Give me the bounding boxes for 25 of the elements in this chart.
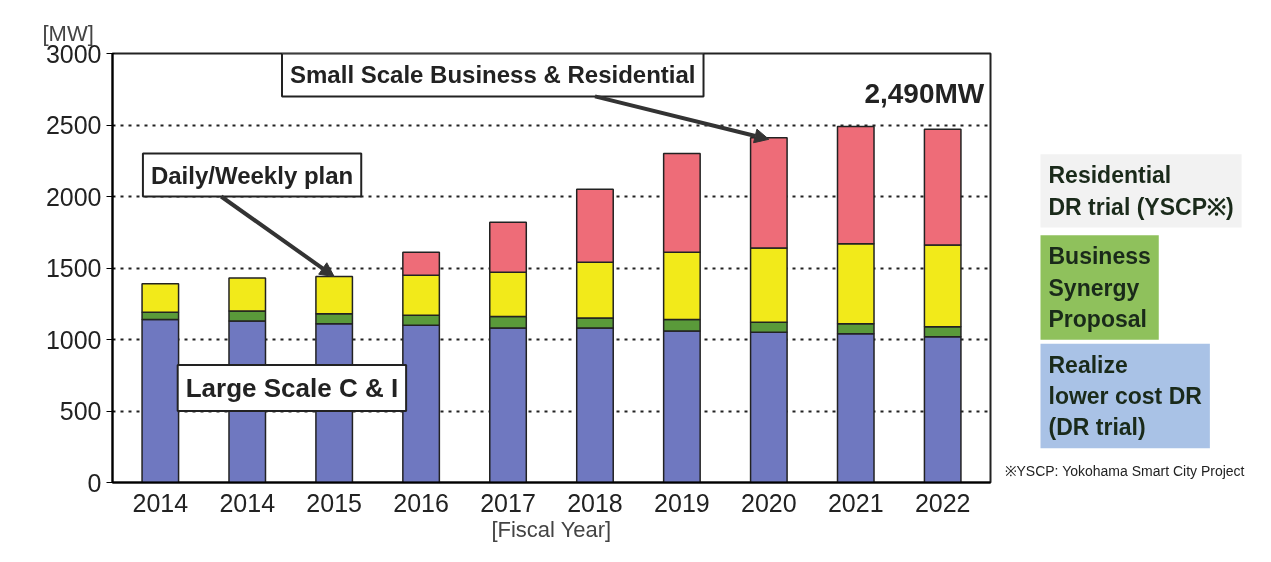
x-tick-label: 2016	[393, 488, 449, 517]
text: Realize lower cost DR (DR trial)	[1048, 351, 1203, 441]
y-tick-label: 2000	[45, 182, 102, 211]
x-tick-label: 2014	[219, 488, 276, 517]
x-tick-label: 2014	[132, 488, 189, 517]
y-tick-label: 2500	[45, 111, 102, 139]
x-tick-label: 2017	[480, 488, 536, 517]
annotation: Daily/Weekly plan	[150, 161, 354, 189]
text: Business Synergy Proposal	[1048, 243, 1151, 332]
x-tick-label: 2015	[306, 488, 362, 517]
y-tick-label: 1500	[45, 254, 102, 282]
annotation: 2,490MW	[864, 77, 985, 109]
y-tick-label: 0	[87, 468, 102, 497]
x-tick-label: 2022	[914, 488, 971, 517]
y-tick-label: 1000	[45, 325, 102, 354]
annotation: Large Scale C & I	[185, 373, 399, 403]
text: Residential DR trial (YSCP※)	[1048, 162, 1234, 220]
text: ※YSCP: Yokohama Smart City Project	[1004, 463, 1245, 480]
x-tick-label: 2019	[654, 488, 710, 517]
x-tick-label: 2020	[741, 488, 797, 517]
x-axis-title: [Fiscal Year]	[491, 516, 612, 542]
annotation: Small Scale Business & Residential	[290, 61, 696, 89]
x-tick-label: 2021	[827, 488, 884, 517]
y-tick-label: 500	[59, 397, 102, 425]
x-tick-label: 2018	[567, 488, 623, 517]
